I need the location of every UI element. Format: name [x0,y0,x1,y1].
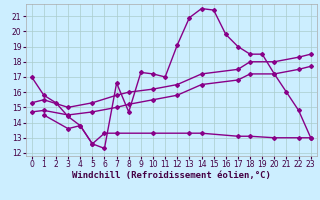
X-axis label: Windchill (Refroidissement éolien,°C): Windchill (Refroidissement éolien,°C) [72,171,271,180]
